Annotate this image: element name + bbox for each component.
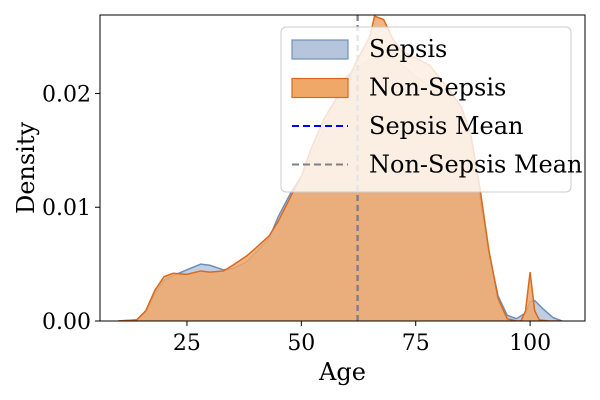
- x-tick-label: 25: [173, 331, 201, 356]
- y-tick-label: 0.01: [42, 196, 91, 221]
- legend-item-non-sepsis-mean: Non-Sepsis Mean: [292, 151, 583, 179]
- x-tick-label: 50: [287, 331, 315, 356]
- legend-label-sepsis-mean: Sepsis Mean: [369, 112, 524, 140]
- axes: 25 50 75 100 0.00 0.01 0.02: [42, 14, 586, 356]
- legend-swatch-sepsis: [291, 39, 349, 60]
- y-tick-label: 0.02: [42, 82, 91, 107]
- legend-box: [280, 26, 572, 193]
- y-axis-label: Density: [12, 122, 40, 215]
- x-tick-label: 100: [509, 331, 551, 356]
- legend: Sepsis Non-Sepsis Sepsis Mean Non-Sepsis Me…: [280, 26, 583, 193]
- legend-label-non-sepsis-mean: Non-Sepsis Mean: [369, 151, 583, 179]
- legend-swatch-non-sepsis: [291, 77, 349, 99]
- legend-item-sepsis: Sepsis: [291, 35, 447, 63]
- legend-item-sepsis-mean: Sepsis Mean: [292, 112, 524, 140]
- x-axis-label: Age: [318, 358, 366, 386]
- plot-frame: [99, 14, 586, 322]
- legend-item-non-sepsis: Non-Sepsis: [291, 74, 506, 102]
- legend-label-sepsis: Sepsis: [369, 35, 447, 63]
- x-tick-label: 75: [402, 331, 430, 356]
- y-tick-label: 0.00: [42, 310, 91, 335]
- legend-label-non-sepsis: Non-Sepsis: [369, 74, 506, 102]
